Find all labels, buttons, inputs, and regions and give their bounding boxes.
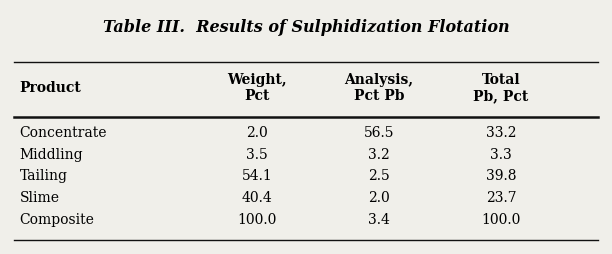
- Text: Total
Pb, Pct: Total Pb, Pct: [473, 73, 529, 103]
- Text: 100.0: 100.0: [481, 213, 521, 227]
- Text: Middling: Middling: [20, 148, 83, 162]
- Text: 40.4: 40.4: [242, 191, 272, 205]
- Text: 100.0: 100.0: [237, 213, 277, 227]
- Text: 2.0: 2.0: [247, 126, 268, 140]
- Text: 39.8: 39.8: [486, 169, 516, 183]
- Text: 23.7: 23.7: [486, 191, 517, 205]
- Text: 54.1: 54.1: [242, 169, 272, 183]
- Text: Concentrate: Concentrate: [20, 126, 107, 140]
- Text: Tailing: Tailing: [20, 169, 68, 183]
- Text: 2.0: 2.0: [368, 191, 390, 205]
- Text: 3.3: 3.3: [490, 148, 512, 162]
- Text: 3.2: 3.2: [368, 148, 390, 162]
- Text: Slime: Slime: [20, 191, 59, 205]
- Text: Product: Product: [20, 81, 81, 95]
- Text: 56.5: 56.5: [364, 126, 394, 140]
- Text: Weight,
Pct: Weight, Pct: [228, 73, 287, 103]
- Text: Composite: Composite: [20, 213, 94, 227]
- Text: 2.5: 2.5: [368, 169, 390, 183]
- Text: 3.4: 3.4: [368, 213, 390, 227]
- Text: Analysis,
Pct Pb: Analysis, Pct Pb: [345, 73, 414, 103]
- Text: 33.2: 33.2: [486, 126, 516, 140]
- Text: 3.5: 3.5: [247, 148, 268, 162]
- Text: Table III.  Results of Sulphidization Flotation: Table III. Results of Sulphidization Flo…: [103, 19, 509, 36]
